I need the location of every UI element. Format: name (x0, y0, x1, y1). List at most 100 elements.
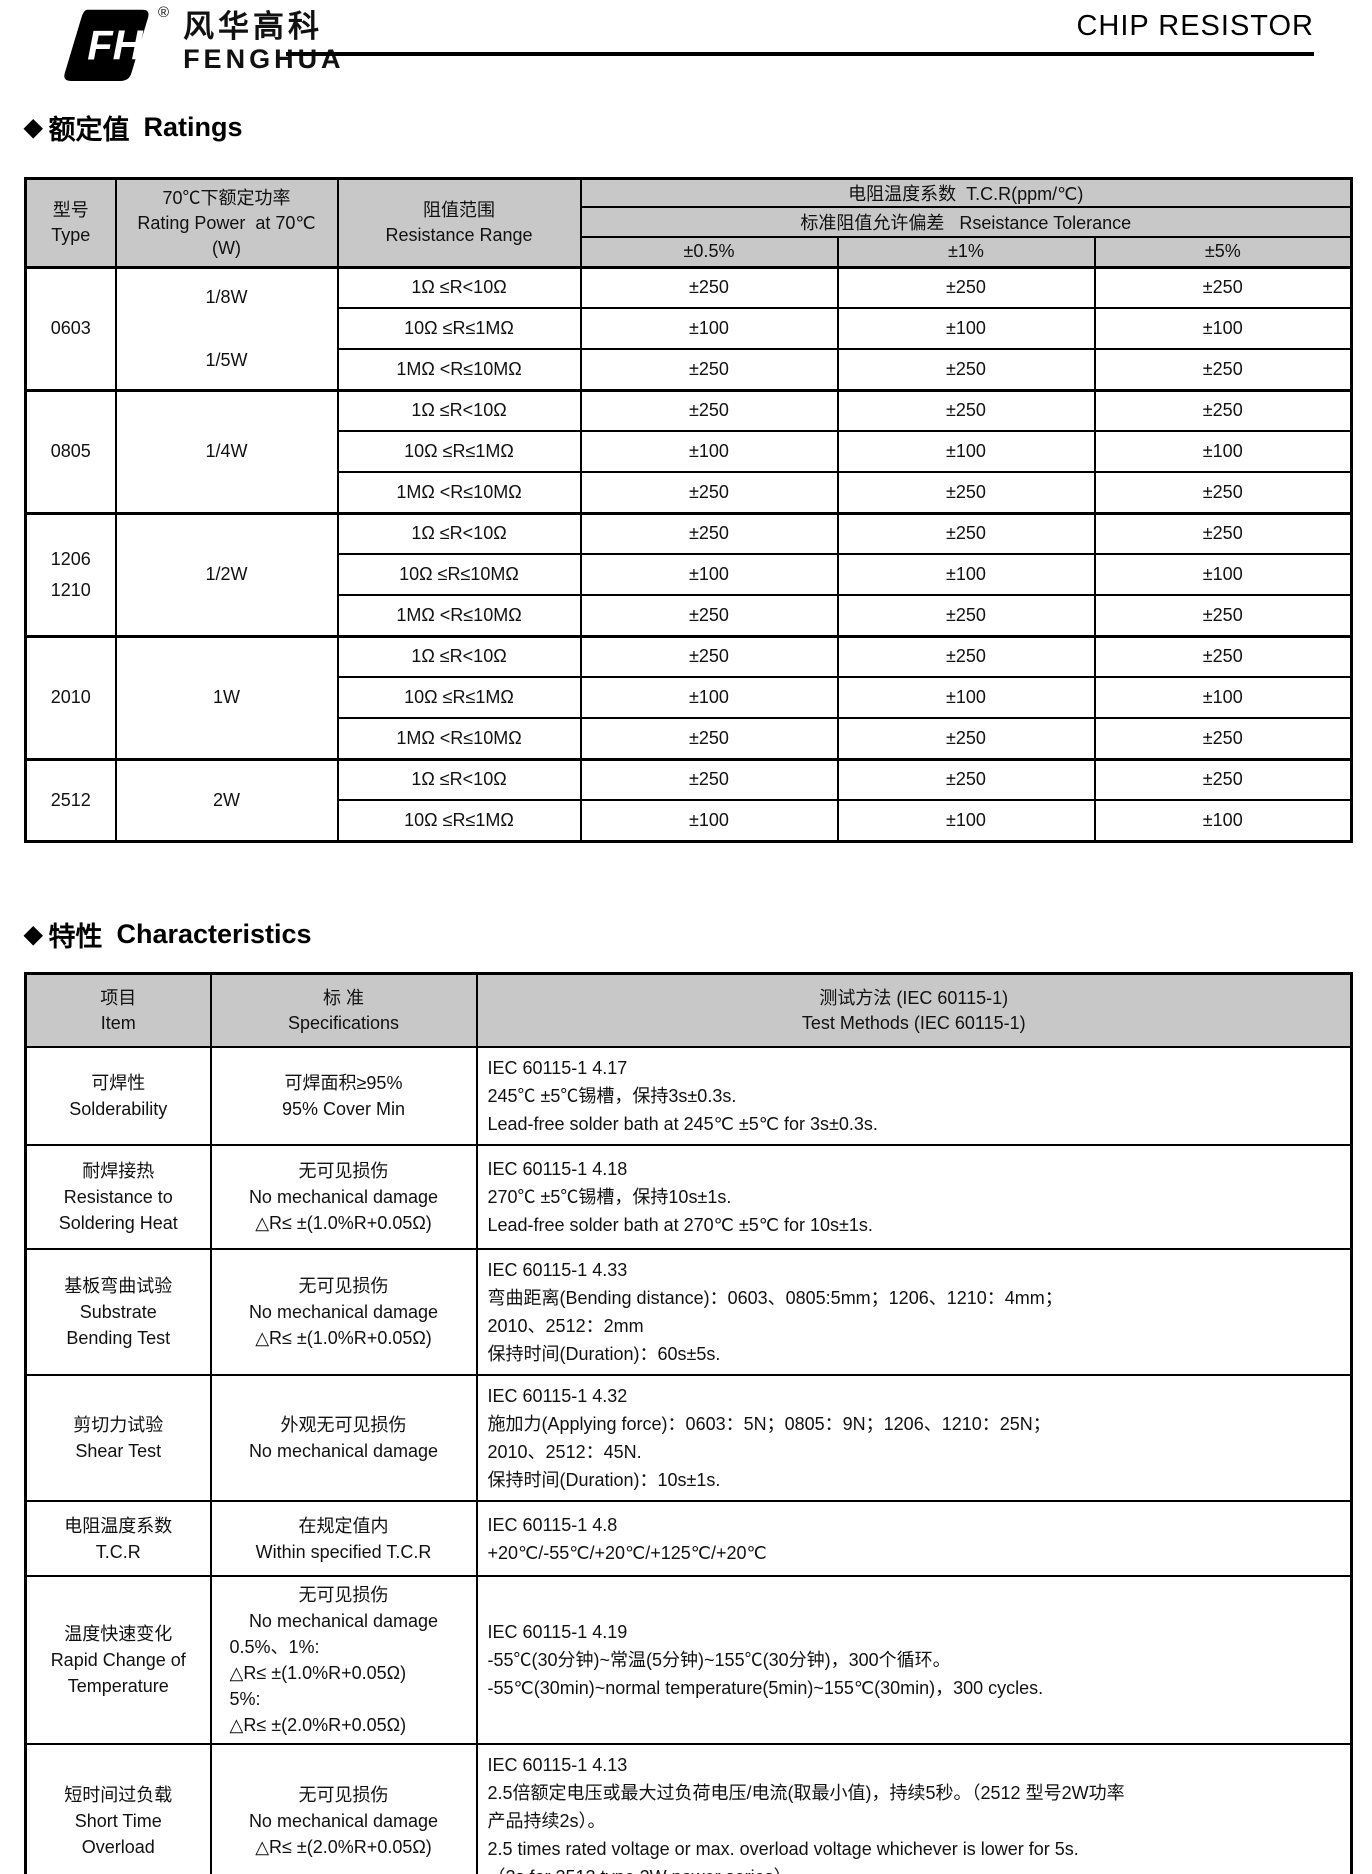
spec-cell: 无可见损伤 No mechanical damage △R≤ ±(1.0%R+0… (209, 1248, 478, 1376)
spec-line: 0.5%、1%: (229, 1637, 320, 1657)
spec-cell: 无可见损伤 No mechanical damage 0.5%、1%: △R≤ … (209, 1575, 478, 1745)
tcr-value-cell: ±100 (1093, 553, 1353, 596)
svg-text:FH: FH (87, 21, 143, 68)
spec-line: △R≤ ±(1.0%R+0.05Ω) (255, 1213, 432, 1233)
range-cell: 1Ω ≤R<10Ω (336, 635, 582, 678)
item-line: 剪切力试验 (73, 1415, 164, 1435)
spec-line: No mechanical damage (248, 1187, 439, 1207)
tcr-value-cell: ±250 (1093, 594, 1353, 637)
tcr-value-cell: ±250 (579, 758, 839, 801)
tcr-value-cell: ±100 (1093, 430, 1353, 473)
item-cell: 电阻温度系数 T.C.R (24, 1500, 212, 1577)
row-rapid-change-of-temperature: 温度快速变化 Rapid Change of Temperature 无可见损伤… (24, 1575, 1353, 1745)
tcr-value-cell: ±250 (836, 389, 1096, 432)
ratings-group-2010: 2010 1W 1Ω ≤R<10Ω ±250 ±250 ±250 10Ω ≤R≤… (24, 635, 1353, 760)
tcr-value-cell: ±100 (579, 799, 839, 842)
method-line: IEC 60115-1 4.19 (487, 1622, 628, 1642)
spec-line: 可焊面积≥95% (284, 1073, 403, 1093)
table-row: 10Ω ≤R≤1MΩ ±100 ±100 ±100 (26, 799, 1353, 842)
tcr-value-cell: ±100 (836, 553, 1096, 596)
tcr-value-cell: ±250 (579, 266, 839, 309)
method-line: -55℃(30min)~normal temperature(5min)~155… (487, 1678, 1044, 1698)
item-line: 可焊性 (91, 1073, 146, 1093)
item-cell: 耐焊接热 Resistance to Soldering Heat (24, 1144, 212, 1250)
tcr-value-cell: ±100 (836, 676, 1096, 719)
spec-line: 5%: (229, 1689, 261, 1709)
method-line: 产品持续2s）。 (487, 1811, 606, 1832)
tcr-value-cell: ±250 (579, 594, 839, 637)
table-row: 1206 1210 1/2W 1Ω ≤R<10Ω ±250 ±250 ±250 (24, 512, 1353, 637)
tcr-value-cell: ±250 (579, 717, 839, 760)
item-line: Temperature (67, 1676, 169, 1696)
power-value: 2W (213, 789, 240, 810)
table-row: 10Ω ≤R≤1MΩ ±100 ±100 ±100 (26, 676, 1353, 719)
method-line: （2s for 2512 type 2W power series） (488, 1863, 1341, 1874)
spec-line: No mechanical damage (248, 1611, 439, 1631)
ratings-section-title: ◆ 额定值 Ratings (24, 108, 1350, 147)
spec-line: 无可见损伤 (298, 1276, 389, 1296)
method-cell: IEC 60115-1 4.17 245℃ ±5℃锡槽，保持3s±0.3s. L… (475, 1046, 1353, 1146)
col-header-method: 测试方法 (IEC 60115-1) Test Methods (IEC 601… (475, 972, 1353, 1048)
range-cell: 1Ω ≤R<10Ω (336, 266, 582, 309)
col-header-tcr: 电阻温度系数 T.C.R(ppm/℃) (579, 177, 1353, 208)
method-line: 2010、2512：2mm (487, 1316, 644, 1336)
method-line: 2.5倍额定电压或最大过负荷电压/电流(取最小值)，持续5秒。（2512 型号2… (487, 1783, 1125, 1804)
method-cell: IEC 60115-1 4.8 +20℃/-55℃/+20℃/+125℃/+20… (475, 1500, 1353, 1577)
table-row: 标准阻值允许偏差 Rseistance Tolerance (26, 206, 1353, 238)
diamond-icon: ◆ (24, 114, 43, 141)
type-value: 1206 (50, 548, 91, 569)
col-header-tol-05: ±0.5% (579, 236, 839, 268)
range-cell: 1MΩ <R≤10MΩ (336, 348, 582, 391)
col-header-item-en: Item (100, 1012, 136, 1033)
range-cell: 1MΩ <R≤10MΩ (336, 471, 582, 514)
row-tcr: 电阻温度系数 T.C.R 在规定值内 Within specified T.C.… (24, 1500, 1353, 1577)
document-title: CHIP RESISTOR (1076, 10, 1314, 42)
method-line: Lead-free solder bath at 270℃ ±5℃ for 10… (487, 1215, 873, 1235)
brand-name-en: FENGHUA (183, 44, 345, 74)
method-line: 保持时间(Duration)：60s±5s. (487, 1344, 721, 1364)
col-header-spec-en: Specifications (287, 1012, 400, 1033)
type-cell: 2512 (24, 758, 117, 842)
table-row: 项目 Item 标 准 Specifications 测试方法 (IEC 601… (24, 972, 1353, 1048)
row-substrate-bending-test: 基板弯曲试验 Substrate Bending Test 无可见损伤 No m… (24, 1248, 1353, 1376)
tcr-value-cell: ±250 (836, 266, 1096, 309)
registered-mark: ® (158, 4, 170, 21)
diamond-icon: ◆ (24, 920, 43, 948)
type-value: 2010 (50, 687, 91, 707)
tcr-value-cell: ±100 (836, 430, 1096, 473)
spec-cell: 在规定值内 Within specified T.C.R (209, 1500, 478, 1577)
item-line: Short Time (74, 1811, 162, 1832)
tcr-value-cell: ±250 (1093, 266, 1353, 309)
ratings-group-0805: 0805 1/4W 1Ω ≤R<10Ω ±250 ±250 ±250 10Ω ≤… (24, 389, 1353, 514)
type-cell: 2010 (24, 635, 117, 760)
table-row: 10Ω ≤R≤1MΩ ±100 ±100 ±100 (26, 430, 1353, 473)
col-header-range-cn: 阻值范围 (423, 200, 495, 221)
method-line: +20℃/-55℃/+20℃/+125℃/+20℃ (487, 1542, 767, 1563)
spec-line: △R≤ ±(2.0%R+0.05Ω) (255, 1837, 432, 1858)
ratings-title-en: Ratings (143, 112, 243, 142)
type-value: 0805 (50, 441, 91, 461)
power-cell: 1/4W (114, 389, 339, 514)
table-row: 2010 1W 1Ω ≤R<10Ω ±250 ±250 ±250 (24, 635, 1353, 760)
spec-line: 外观无可见损伤 (280, 1415, 407, 1435)
spec-line: △R≤ ±(1.0%R+0.05Ω) (255, 1328, 432, 1348)
range-cell: 10Ω ≤R≤1MΩ (336, 307, 582, 350)
characteristics-section-title: ◆ 特性 Characteristics (24, 915, 1350, 954)
col-header-tol-5: ±5% (1093, 236, 1353, 268)
method-line: 270℃ ±5℃锡槽，保持10s±1s. (487, 1187, 732, 1207)
item-line: Soldering Heat (58, 1213, 178, 1233)
method-cell: IEC 60115-1 4.32 施加力(Applying force)：060… (475, 1374, 1353, 1502)
col-header-spec-cn: 标 准 (322, 987, 364, 1008)
method-line: IEC 60115-1 4.32 (487, 1386, 628, 1406)
ratings-table: 型号 Type 70℃下额定功率 Rating Power at 70℃ (W)… (24, 177, 1354, 843)
row-shear-test: 剪切力试验 Shear Test 外观无可见损伤 No mechanical d… (24, 1374, 1353, 1502)
item-line: Resistance to (63, 1187, 173, 1207)
method-line: 保持时间(Duration)：10s±1s. (487, 1470, 721, 1490)
col-header-power-cn: 70℃下额定功率 (162, 187, 291, 208)
spec-line: No mechanical damage (248, 1302, 439, 1322)
method-line: IEC 60115-1 4.8 (487, 1514, 618, 1535)
range-cell: 1Ω ≤R<10Ω (336, 389, 582, 432)
range-cell: 10Ω ≤R≤1MΩ (336, 676, 582, 719)
method-line: IEC 60115-1 4.17 (487, 1058, 628, 1078)
